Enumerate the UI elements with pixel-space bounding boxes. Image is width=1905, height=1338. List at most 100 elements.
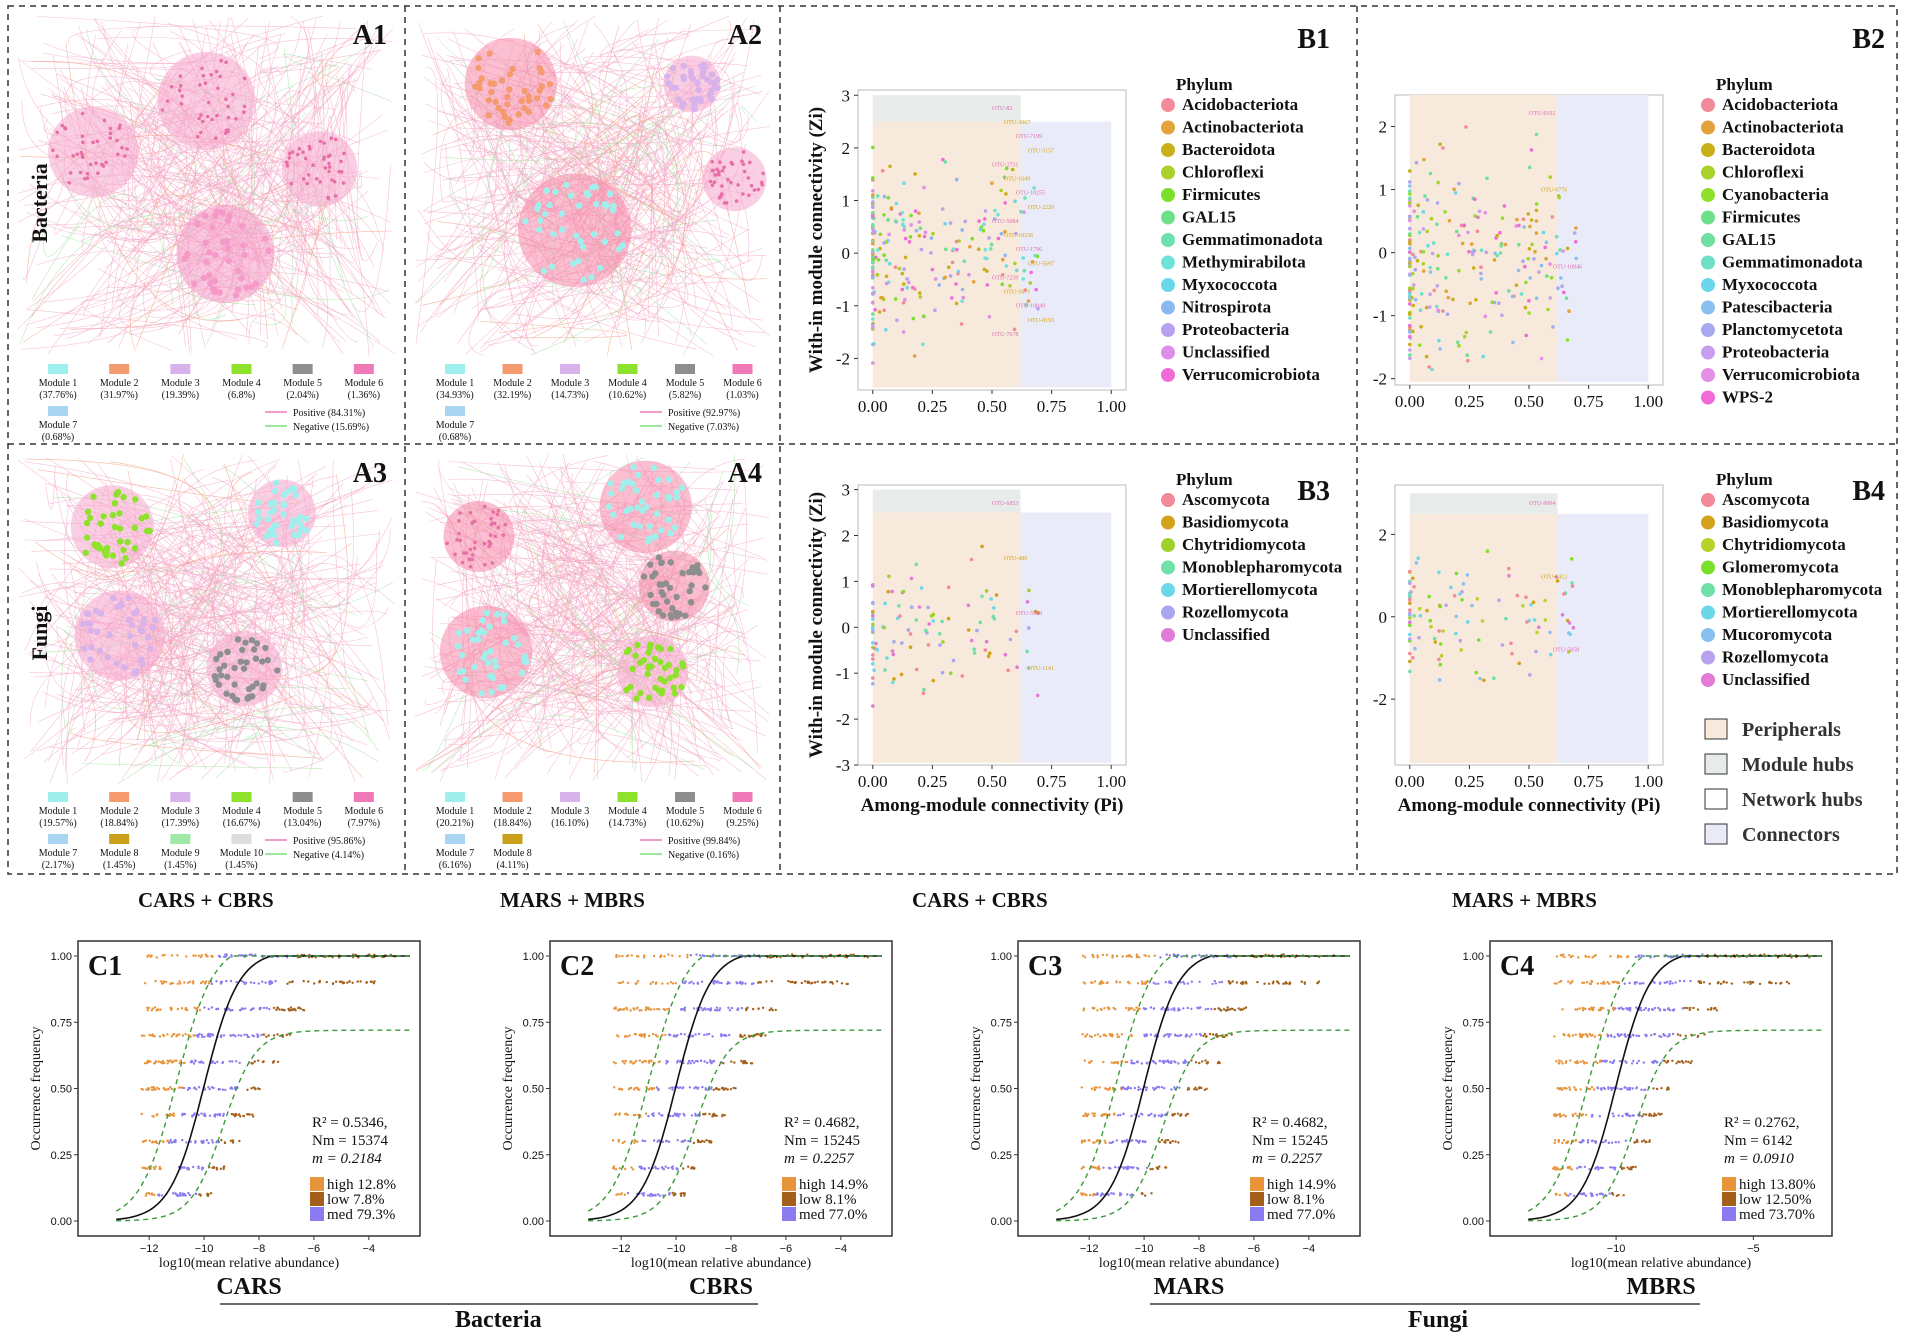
zipi-point bbox=[938, 643, 942, 647]
occurrence-point bbox=[644, 1112, 648, 1115]
zipi-point bbox=[926, 605, 930, 610]
module-percent: (6.16%) bbox=[439, 860, 472, 871]
occurrence-point bbox=[638, 1009, 641, 1012]
occurrence-point bbox=[148, 1139, 151, 1142]
zipi-point bbox=[1408, 637, 1412, 641]
zipi-point bbox=[871, 323, 875, 327]
occurrence-point bbox=[657, 1167, 660, 1171]
zipi-point bbox=[1438, 142, 1442, 146]
occurrence-point bbox=[198, 1032, 201, 1036]
network-node bbox=[264, 657, 271, 664]
occurrence-point bbox=[614, 1007, 617, 1010]
phylum-label: Gemmatimonadota bbox=[1722, 253, 1863, 272]
occurrence-point bbox=[1097, 1168, 1101, 1171]
zipi-point bbox=[871, 625, 875, 630]
model-stat: Nm = 15374 bbox=[312, 1133, 388, 1149]
zipi-point bbox=[1451, 297, 1455, 302]
zipi-point bbox=[918, 226, 923, 230]
zipi-point bbox=[1417, 635, 1421, 640]
occurrence-point bbox=[617, 1140, 620, 1143]
occurrence-point bbox=[840, 982, 844, 985]
network-node bbox=[515, 111, 522, 118]
occurrence-point bbox=[1150, 1112, 1153, 1116]
occurrence-point bbox=[302, 1008, 305, 1012]
zipi-point bbox=[1438, 642, 1443, 646]
zipi-point bbox=[886, 195, 891, 200]
occurrence-point bbox=[715, 1009, 718, 1012]
occurrence-point bbox=[692, 1141, 696, 1145]
occurrence-point bbox=[268, 980, 271, 984]
network-node bbox=[224, 217, 232, 225]
panel-tag-b3: B3 bbox=[1297, 476, 1330, 507]
zipi-points bbox=[1408, 125, 1578, 372]
zipi-point bbox=[1509, 641, 1513, 646]
network-edge bbox=[356, 19, 378, 262]
network-node bbox=[468, 547, 473, 552]
network-node bbox=[746, 176, 751, 180]
zipi-point bbox=[1464, 330, 1468, 335]
module-percent: (34.93%) bbox=[436, 390, 474, 401]
occurrence-point bbox=[765, 980, 768, 983]
occurrence-point bbox=[682, 1086, 685, 1089]
phylum-swatch bbox=[1161, 515, 1175, 530]
zipi-point bbox=[1519, 292, 1524, 296]
zipi-point bbox=[1436, 254, 1440, 258]
zipi-point bbox=[871, 681, 875, 686]
occurrence-point bbox=[1091, 954, 1094, 957]
zipi-point bbox=[1534, 296, 1539, 301]
module-swatch bbox=[48, 364, 68, 374]
occurrence-point bbox=[1171, 1140, 1174, 1143]
occurrence-point bbox=[1103, 1139, 1107, 1143]
zipi-point bbox=[1475, 597, 1479, 601]
occurrence-point bbox=[1098, 1086, 1101, 1089]
occurrence-point bbox=[1118, 1192, 1122, 1195]
network-node bbox=[491, 510, 496, 514]
occurrence-point bbox=[202, 1061, 205, 1065]
occurrence-point bbox=[1091, 981, 1094, 984]
occurrence-point bbox=[712, 1088, 715, 1092]
category-swatch bbox=[310, 1192, 324, 1206]
zipi-point bbox=[983, 256, 987, 260]
occurrence-point bbox=[250, 953, 253, 956]
occurrence-point bbox=[1785, 980, 1789, 984]
module-label: Module 2 bbox=[100, 378, 139, 389]
occurrence-point bbox=[1145, 1062, 1149, 1065]
module-swatch bbox=[109, 792, 130, 802]
network-node bbox=[536, 65, 543, 72]
x-tick-label: −6 bbox=[1248, 1243, 1261, 1255]
network-node bbox=[125, 147, 129, 151]
occurrence-point bbox=[1170, 981, 1173, 985]
occurrence-point bbox=[289, 1006, 293, 1009]
occurrence-point bbox=[1144, 1140, 1147, 1144]
zipi-point bbox=[923, 230, 928, 235]
network-edge bbox=[451, 571, 643, 782]
occurrence-point bbox=[1190, 1059, 1193, 1062]
zipi-point bbox=[931, 619, 936, 623]
occurrence-point bbox=[611, 1139, 615, 1142]
network-node bbox=[479, 617, 487, 624]
zipi-point bbox=[917, 291, 922, 295]
occurrence-point bbox=[198, 1193, 201, 1196]
network-node bbox=[536, 217, 544, 224]
occurrence-point bbox=[174, 1193, 178, 1196]
network-node bbox=[645, 537, 652, 545]
category-swatch bbox=[1250, 1192, 1264, 1206]
zipi-point bbox=[1528, 224, 1532, 229]
network-node bbox=[200, 66, 204, 71]
occurrence-point bbox=[340, 980, 343, 983]
zipi-point bbox=[1484, 250, 1489, 255]
network-node bbox=[708, 79, 716, 86]
occurrence-point bbox=[666, 1008, 669, 1011]
network-node bbox=[242, 639, 249, 646]
occurrence-point bbox=[625, 1006, 628, 1009]
occurrence-point bbox=[621, 1141, 624, 1145]
occurrence-point bbox=[650, 1059, 653, 1062]
network-node bbox=[726, 177, 730, 182]
y-tick-label: 0.25 bbox=[523, 1150, 544, 1162]
zipi-point bbox=[1510, 651, 1514, 656]
network-node bbox=[627, 683, 634, 691]
phylum-swatch bbox=[1161, 120, 1175, 135]
occurrence-point bbox=[1256, 980, 1259, 984]
occurrence-point bbox=[686, 956, 689, 959]
network-node bbox=[593, 200, 600, 208]
